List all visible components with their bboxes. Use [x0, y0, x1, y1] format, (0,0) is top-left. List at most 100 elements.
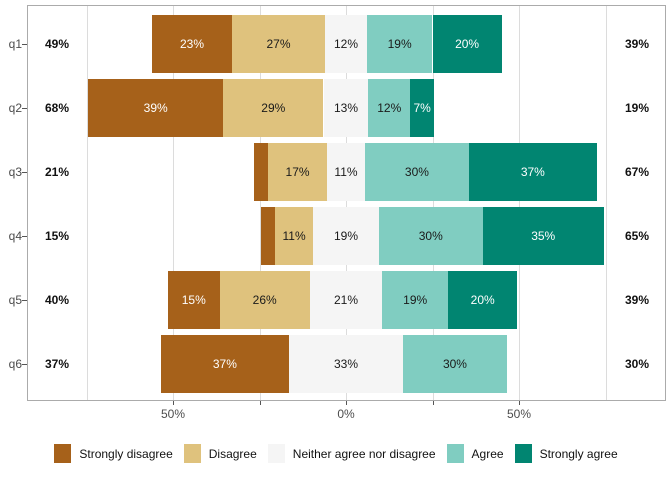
- bar-segment-label: 13%: [333, 101, 358, 115]
- right-total-label: 67%: [624, 165, 650, 179]
- legend-swatch-icon: [514, 444, 532, 463]
- x-axis-tick: [173, 401, 174, 405]
- bar-segment-neither-agree-nor-disagree: 13%: [323, 79, 369, 137]
- gridline: [346, 6, 347, 400]
- bar-segment-label: 11%: [334, 165, 358, 179]
- x-axis-tick: [519, 401, 520, 405]
- bar-segment-neither-agree-nor-disagree: 19%: [313, 207, 379, 265]
- bar-segment-strongly-agree: 20%: [432, 15, 502, 73]
- bar-segment-strongly-disagree: 23%: [152, 15, 232, 73]
- bar-segment-disagree: 11%: [275, 207, 314, 265]
- legend-swatch-icon: [183, 444, 201, 463]
- bar-segment-disagree: 27%: [231, 15, 326, 73]
- legend-item-neither-agree-nor-disagree: Neither agree nor disagree: [267, 444, 436, 463]
- bar-segment-strongly-agree: 7%: [410, 79, 435, 137]
- left-total-label: 37%: [44, 357, 70, 371]
- legend-swatch-icon: [446, 444, 464, 463]
- legend-label: Agree: [471, 446, 504, 461]
- gridline: [432, 6, 434, 400]
- y-axis-tick: [22, 172, 27, 173]
- bar-segment-label: 39%: [143, 101, 168, 115]
- bar-segment-label: 23%: [180, 37, 205, 51]
- bar-segment-disagree: 29%: [223, 79, 324, 137]
- bar-segment-label: 20%: [470, 293, 495, 307]
- left-total-label: 68%: [44, 101, 70, 115]
- legend-item-disagree: Disagree: [183, 444, 257, 463]
- bar-segment-label: 7%: [413, 101, 431, 115]
- question-label: q5: [8, 293, 22, 307]
- x-axis-tick-label: 50%: [160, 407, 186, 421]
- question-label: q2: [8, 101, 22, 115]
- bar-segment-label: 17%: [285, 165, 310, 179]
- bar-segment-label: 37%: [520, 165, 545, 179]
- bar-segment-strongly-disagree: 39%: [88, 79, 224, 137]
- bar-segment-label: 27%: [266, 37, 291, 51]
- legend-label: Neither agree nor disagree: [292, 446, 436, 461]
- gridline: [173, 6, 174, 400]
- legend-swatch-icon: [54, 444, 72, 463]
- gridline: [519, 6, 520, 400]
- question-label: q1: [8, 37, 22, 51]
- bar-segment-disagree: 26%: [219, 271, 310, 329]
- y-axis-tick: [22, 108, 27, 109]
- y-axis-tick: [22, 364, 27, 365]
- bar-segment-strongly-agree: 20%: [448, 271, 518, 329]
- legend: Strongly disagree Disagree Neither agree n…: [0, 444, 672, 463]
- x-axis-tick: [346, 401, 347, 405]
- gridline: [86, 6, 88, 400]
- left-total-label: 15%: [44, 229, 70, 243]
- right-total-label: 19%: [624, 101, 650, 115]
- bar-segment-label: 26%: [252, 293, 277, 307]
- legend-label: Disagree: [208, 446, 257, 461]
- legend-item-agree: Agree: [446, 444, 504, 463]
- bar-segment-label: 30%: [418, 229, 443, 243]
- left-total-label: 40%: [44, 293, 70, 307]
- bar-segment-agree: 19%: [382, 271, 449, 329]
- legend-swatch-icon: [267, 444, 285, 463]
- bar-segment-label: 29%: [261, 101, 286, 115]
- bar-segment-label: 11%: [282, 229, 306, 243]
- left-total-label: 49%: [44, 37, 70, 51]
- plot-panel: 49% 39% 23% 27% 12% 19% 20% 68% 19% 39% 29% 13% 12% 7…: [27, 5, 666, 401]
- right-total-label: 39%: [624, 293, 650, 307]
- bar-segment-strongly-agree: 35%: [482, 207, 604, 265]
- question-label: q4: [8, 229, 22, 243]
- gridline: [605, 6, 607, 400]
- bar-segment-strongly-disagree: [254, 143, 269, 201]
- right-total-label: 65%: [624, 229, 650, 243]
- bar-segment-strongly-disagree: 37%: [160, 335, 289, 393]
- x-axis-tick: [259, 401, 261, 405]
- question-label: q3: [8, 165, 22, 179]
- left-total-label: 21%: [44, 165, 70, 179]
- right-total-label: 30%: [624, 357, 650, 371]
- bar-segment-neither-agree-nor-disagree: 11%: [326, 143, 366, 201]
- bar-segment-agree: 30%: [403, 335, 507, 393]
- y-axis-tick: [22, 300, 27, 301]
- bar-segment-label: 33%: [333, 357, 358, 371]
- bar-segment-agree: 30%: [365, 143, 469, 201]
- y-axis-tick: [22, 44, 27, 45]
- legend-item-strongly-disagree: Strongly disagree: [54, 444, 173, 463]
- x-axis-tick: [432, 401, 434, 405]
- question-label: q6: [8, 357, 22, 371]
- bar-segment-label: 19%: [387, 37, 412, 51]
- bar-segment-label: 37%: [212, 357, 237, 371]
- bar-segment-label: 19%: [403, 293, 428, 307]
- bar-segment-agree: 12%: [368, 79, 410, 137]
- gridline: [259, 6, 261, 400]
- bar-segment-label: 30%: [442, 357, 467, 371]
- x-axis-tick-label: 0%: [337, 407, 355, 421]
- bar-segment-neither-agree-nor-disagree: 12%: [325, 15, 367, 73]
- bar-segment-strongly-agree: 37%: [468, 143, 597, 201]
- legend-label: Strongly agree: [539, 446, 618, 461]
- bar-segment-label: 35%: [531, 229, 556, 243]
- bar-segment-label: 20%: [455, 37, 480, 51]
- bar-segment-label: 12%: [333, 37, 358, 51]
- bar-segment-label: 12%: [377, 101, 402, 115]
- x-axis-tick-label: 50%: [506, 407, 532, 421]
- bar-segment-agree: 30%: [378, 207, 483, 265]
- bar-segment-strongly-disagree: [261, 207, 276, 265]
- bar-segment-label: 15%: [181, 293, 206, 307]
- bar-segment-agree: 19%: [366, 15, 433, 73]
